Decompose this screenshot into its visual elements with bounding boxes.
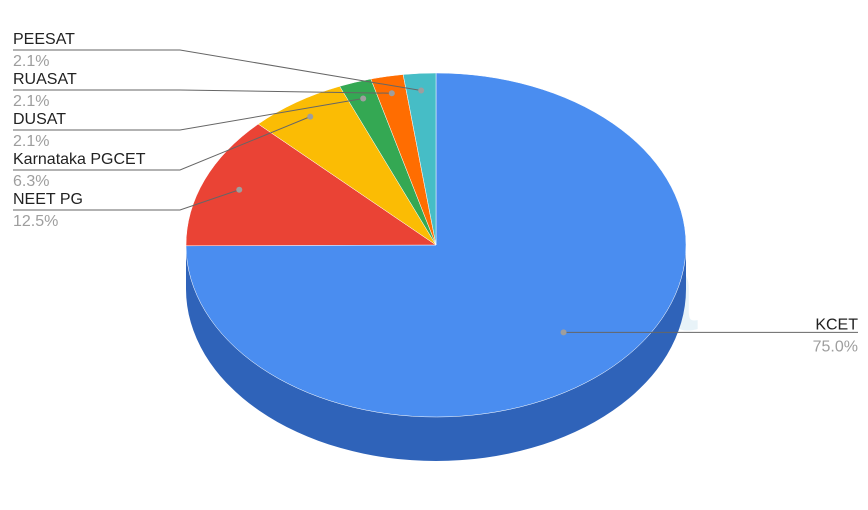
leader-line-ruasat bbox=[13, 89, 392, 94]
leader-line-peesat bbox=[13, 49, 422, 92]
value-label-dusat: 2.1% bbox=[13, 133, 49, 150]
label-kcet: KCET bbox=[815, 316, 858, 333]
label-ruasat: RUASAT bbox=[13, 71, 77, 88]
leader-line-dusat bbox=[13, 98, 364, 131]
label-dusat: DUSAT bbox=[13, 111, 66, 128]
leader-line-neet-pg bbox=[13, 189, 240, 211]
value-label-kcet: 75.0% bbox=[813, 338, 858, 355]
labels-group: KCET 75.0% NEET PG 12.5% Karnataka PGCET 6.3%… bbox=[13, 31, 858, 355]
leader-dot-dusat bbox=[360, 95, 367, 102]
label-karnataka-pgcet: Karnataka PGCET bbox=[13, 151, 146, 168]
leader-dot-ruasat bbox=[388, 90, 395, 97]
leader-line-karnataka-pgcet bbox=[13, 116, 311, 171]
leader-dot-kcet bbox=[560, 329, 567, 336]
slice-neet-pg[interactable] bbox=[185, 123, 437, 247]
slice-side-kcet bbox=[186, 245, 686, 461]
leader-dot-peesat bbox=[418, 87, 425, 94]
label-neet-pg: NEET PG bbox=[13, 191, 83, 208]
value-label-peesat: 2.1% bbox=[13, 53, 49, 70]
value-label-neet-pg: 12.5% bbox=[13, 213, 58, 230]
leader-dot-karnataka-pgcet bbox=[307, 113, 314, 120]
slice-peesat[interactable] bbox=[402, 72, 437, 246]
leader-dot-neet-pg bbox=[236, 186, 243, 193]
value-label-ruasat: 2.1% bbox=[13, 93, 49, 110]
pie-group bbox=[185, 72, 687, 461]
value-label-karnataka-pgcet: 6.3% bbox=[13, 173, 49, 190]
label-peesat: PEESAT bbox=[13, 31, 75, 48]
